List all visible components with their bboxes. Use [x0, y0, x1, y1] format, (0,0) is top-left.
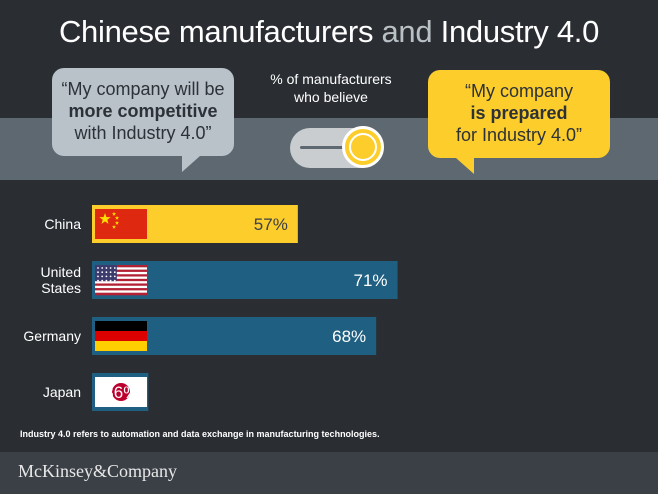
germany-flag-icon — [95, 321, 147, 351]
category-label: Japan — [43, 384, 81, 400]
china-flag-small-star — [111, 211, 117, 216]
germany-flag-red — [95, 331, 147, 341]
germany-flag-black — [95, 321, 147, 331]
us-flag-star — [113, 275, 116, 278]
us-flag-star — [109, 267, 112, 269]
brand-logo-text: McKinsey&Company — [18, 461, 177, 481]
us-flag-stripe — [95, 290, 147, 293]
us-flag-icon — [95, 265, 147, 296]
china-flag-small-star — [111, 224, 117, 229]
japan-flag-icon — [95, 377, 147, 407]
competitive-bubble-line-2: more competitive — [68, 101, 218, 121]
footnote: Industry 4.0 refers to automation and da… — [20, 429, 380, 439]
title-part-1: Chinese manufacturers — [58, 14, 374, 49]
toggle-line — [300, 146, 344, 149]
japan-flag-disc — [112, 383, 130, 401]
china-flag-small-star — [114, 220, 120, 225]
us-flag-star — [105, 275, 108, 278]
china-flag-big-star — [99, 213, 111, 224]
us-flag-stripe — [95, 278, 147, 282]
us-flag-star — [109, 271, 112, 274]
prepared-bubble-line-1: “My company — [464, 81, 574, 101]
competitive-bubble-line-3: with Industry 4.0” — [74, 123, 212, 143]
caption-line-2: who believe — [294, 89, 368, 105]
us-flag-stripe — [95, 269, 147, 273]
us-flag-star — [97, 267, 99, 269]
us-flag-stripe — [95, 283, 147, 287]
bar-value-label: 68% — [332, 327, 366, 346]
title-part-2: and — [381, 14, 433, 49]
us-flag-star — [97, 279, 99, 282]
us-flag-stripe — [95, 276, 147, 280]
us-flag-star — [101, 271, 104, 274]
us-flag-star — [105, 271, 108, 274]
title-part-3: Industry 4.0 — [440, 14, 600, 49]
legend-caption: % of manufacturers who believe — [258, 70, 404, 106]
bar-value-label: 36% — [104, 383, 138, 402]
china-flag-field — [95, 209, 147, 239]
competitive-bubble-line-1: “My company will be — [61, 79, 225, 99]
us-flag-star — [101, 275, 104, 278]
us-flag-canton — [95, 265, 117, 282]
us-flag-star — [97, 271, 99, 274]
us-flag-star — [105, 267, 108, 269]
prepared-speech-bubble: “My company is prepared for Industry 4.0… — [428, 70, 610, 158]
germany-flag-gold — [95, 341, 147, 351]
us-flag-star — [97, 275, 99, 278]
bar-value-label: 71% — [353, 271, 387, 290]
category-label: States — [41, 280, 81, 296]
category-label: China — [44, 216, 81, 232]
competitive-bubble-tail — [182, 156, 200, 172]
prepared-bubble-line-2: is prepared — [470, 103, 568, 123]
us-flag-stripe — [95, 265, 147, 268]
us-flag-star — [113, 271, 116, 274]
us-flag-stripe — [95, 285, 147, 289]
us-flag-star — [101, 279, 104, 282]
toggle-knob-ring — [349, 133, 377, 161]
prepared-bubble-tail — [456, 158, 474, 174]
us-flag-stripe — [95, 274, 147, 277]
us-flag-star — [109, 279, 112, 282]
category-label: Germany — [23, 328, 81, 344]
category-label: United — [41, 264, 81, 280]
us-flag-star — [113, 267, 116, 269]
caption-line-1: % of manufacturers — [270, 71, 392, 87]
prepared-bubble-line-3: for Industry 4.0” — [455, 125, 583, 145]
competitive-speech-bubble: “My company will be more competitive wit… — [52, 68, 234, 156]
footer-bar — [0, 452, 658, 494]
us-flag-stripe — [95, 281, 147, 284]
chart-title: Chinese manufacturers and Industry 4.0 — [0, 14, 658, 50]
china-flag-small-star — [114, 215, 120, 220]
us-flag-star — [113, 279, 116, 282]
china-flag-icon — [95, 209, 147, 239]
us-flag-stripe — [95, 292, 147, 296]
us-flag-star — [109, 275, 112, 278]
us-flag-star — [101, 267, 104, 269]
us-flag-star — [105, 279, 108, 282]
bar-value-label: 57% — [254, 215, 288, 234]
us-flag-stripe — [95, 288, 147, 291]
us-flag-stripe — [95, 271, 147, 275]
us-flag-stripe — [95, 267, 147, 270]
